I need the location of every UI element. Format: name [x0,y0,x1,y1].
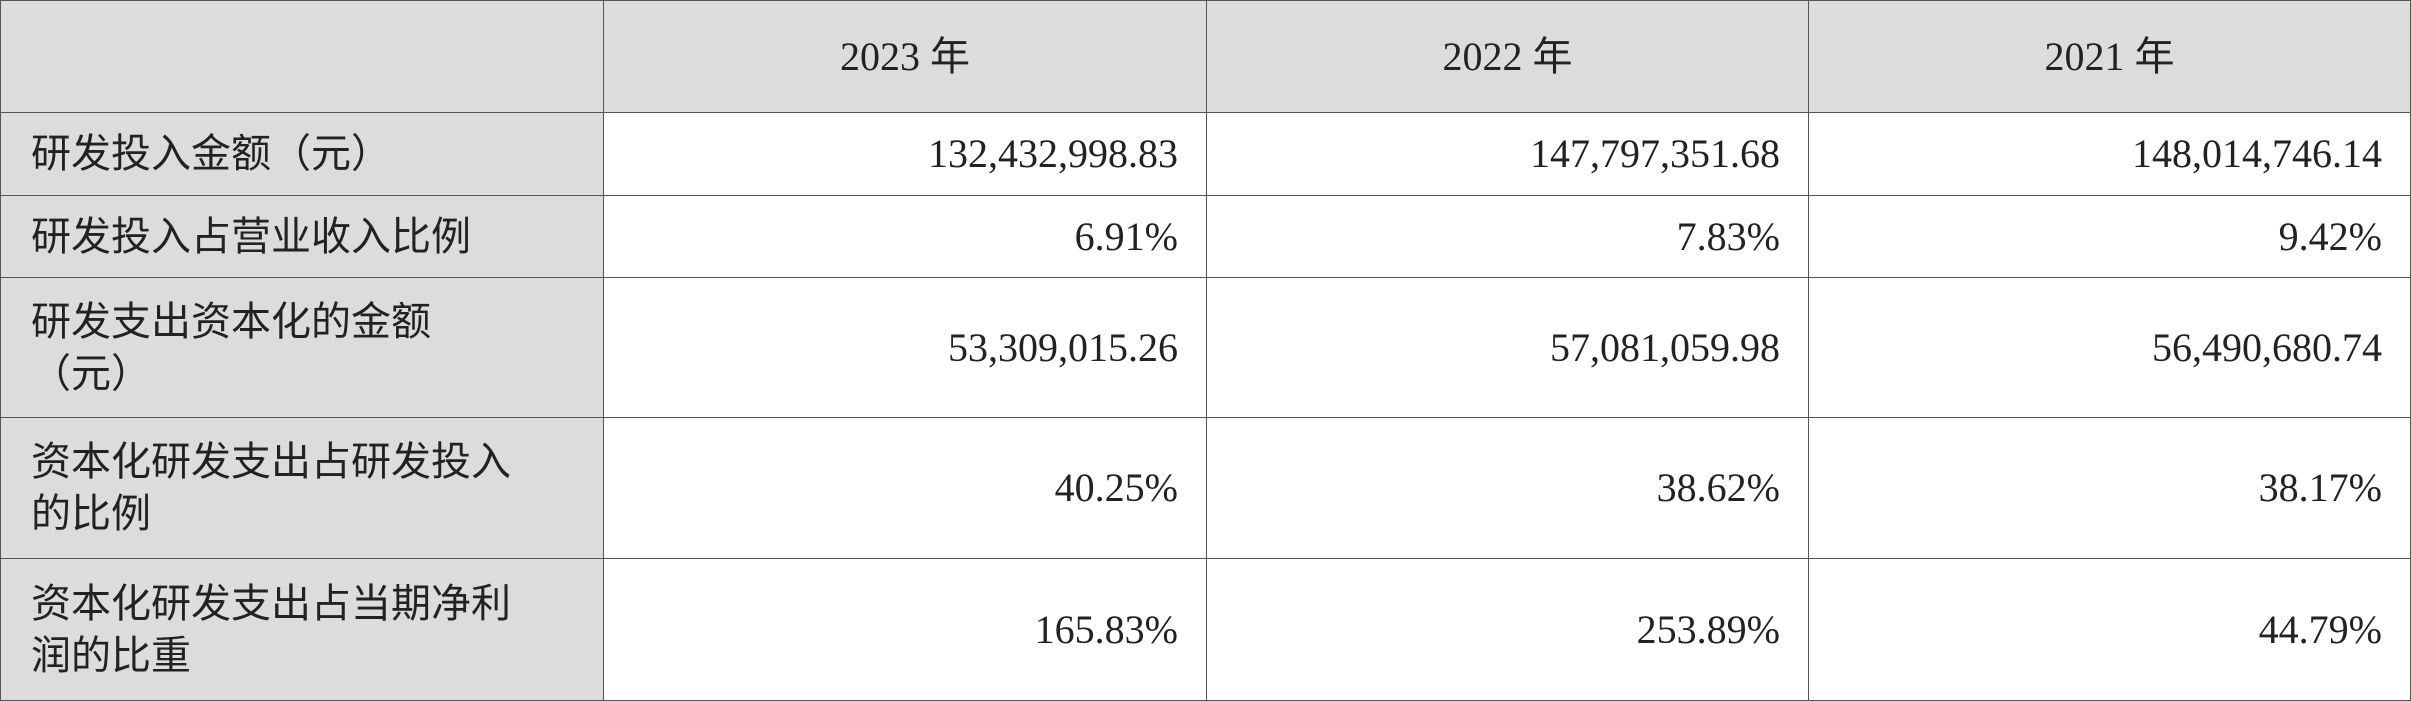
cell-value: 38.17% [1808,417,2411,559]
cell-value: 56,490,680.74 [1808,277,2411,418]
data-row: 资本化研发支出占当期净利润的比重 165.83% 253.89% 44.79% [0,558,2411,701]
data-row: 研发投入占营业收入比例 6.91% 7.83% 9.42% [0,195,2411,278]
cell-value: 148,014,746.14 [1808,112,2411,196]
cell-value: 132,432,998.83 [603,112,1207,196]
column-header: 2022 年 [1206,0,1809,113]
header-row: 2023 年 2022 年 2021 年 [0,0,2411,113]
cell-value: 165.83% [603,558,1207,701]
row-label: 研发投入占营业收入比例 [0,195,604,278]
column-header: 2021 年 [1808,0,2411,113]
cell-value: 9.42% [1808,195,2411,278]
row-label: 研发支出资本化的金额（元） [0,277,604,418]
cell-value: 253.89% [1206,558,1809,701]
row-label: 研发投入金额（元） [0,112,604,196]
cell-value: 44.79% [1808,558,2411,701]
data-row: 资本化研发支出占研发投入的比例 40.25% 38.62% 38.17% [0,417,2411,559]
column-header: 2023 年 [603,0,1207,113]
row-label: 资本化研发支出占当期净利润的比重 [0,558,604,701]
cell-value: 147,797,351.68 [1206,112,1809,196]
column-header [0,0,604,113]
cell-value: 6.91% [603,195,1207,278]
cell-value: 53,309,015.26 [603,277,1207,418]
data-row: 研发投入金额（元） 132,432,998.83 147,797,351.68 148… [0,112,2411,196]
cell-value: 40.25% [603,417,1207,559]
row-label: 资本化研发支出占研发投入的比例 [0,417,604,559]
cell-value: 57,081,059.98 [1206,277,1809,418]
data-row: 研发支出资本化的金额（元） 53,309,015.26 57,081,059.98 5… [0,277,2411,418]
cell-value: 38.62% [1206,417,1809,559]
cell-value: 7.83% [1206,195,1809,278]
